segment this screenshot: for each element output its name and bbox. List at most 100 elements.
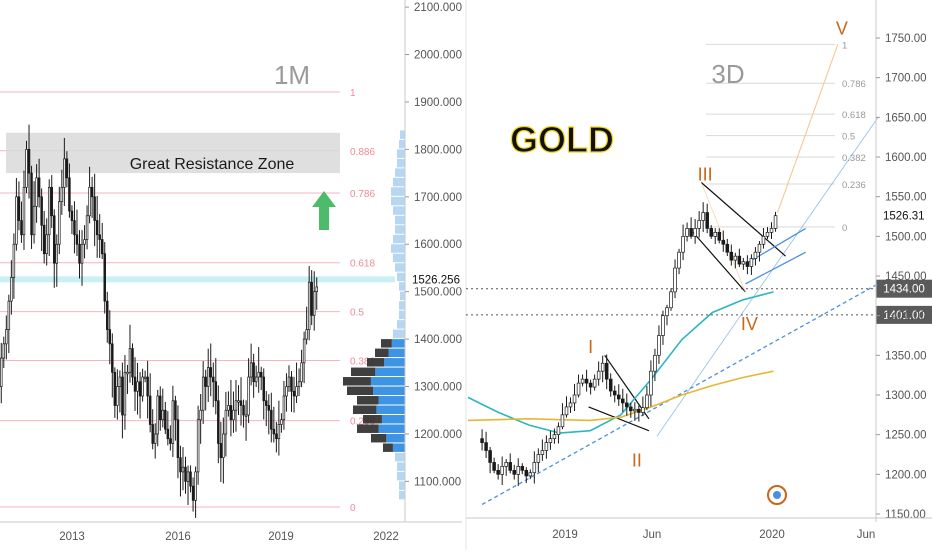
candle-body (113, 371, 117, 406)
volume-bar (391, 339, 405, 348)
candle-body (138, 381, 142, 397)
candle-body (500, 466, 504, 475)
candle-body (32, 205, 36, 236)
candle-body (209, 367, 212, 378)
right-panel: 1 0.786 0.618 0.5 0.382 0.236 0 1434.00 1401.00… (465, 0, 932, 550)
candle-body (98, 234, 101, 240)
volume-bar (393, 253, 405, 263)
support-trendline (481, 283, 879, 506)
volume-bar (393, 329, 405, 339)
candle-body (280, 419, 283, 425)
candle-body (53, 215, 56, 264)
right-x-axis: 2019 Jun 2020 Jun (552, 529, 875, 541)
volume-bar (383, 443, 393, 452)
candle-body (22, 186, 26, 236)
y-tick-label: 1700.00 (885, 73, 927, 85)
channel-line (656, 117, 879, 437)
candle-body (108, 329, 112, 345)
y-tick-label: 2000.000 (414, 50, 462, 62)
candle-body (45, 234, 48, 255)
fib-label: 0.618 (842, 110, 866, 121)
candle-body (689, 228, 693, 237)
fib-label: 0.236 (350, 417, 375, 428)
candle-body (184, 466, 187, 482)
candle-body (580, 378, 585, 384)
volume-bar (397, 272, 405, 282)
candle-body (252, 362, 255, 383)
candle-body (287, 376, 291, 387)
candle-body (249, 362, 253, 378)
candle-body (480, 438, 484, 443)
volume-bar (395, 263, 405, 272)
candle-body (657, 335, 661, 356)
candle-body (189, 471, 192, 487)
channel-line (745, 251, 806, 285)
candle-body (749, 258, 754, 267)
candle-body (194, 471, 197, 501)
volume-bar (388, 348, 405, 358)
volume-bar (386, 433, 405, 443)
candle-body (164, 409, 167, 430)
candle-body (733, 255, 738, 261)
candle-body (713, 232, 717, 237)
candle-body (673, 267, 677, 293)
left-x-axis: 2013 2016 2019 2022 (59, 531, 399, 543)
candle-body (312, 291, 316, 316)
candle-body (685, 228, 689, 237)
candle-body (75, 234, 79, 245)
y-tick-label: 1800.000 (414, 144, 462, 156)
volume-bar (376, 405, 405, 414)
candle-body (227, 405, 230, 411)
candle-body (265, 400, 268, 406)
left-volume-profile (343, 130, 405, 500)
candle-body (576, 382, 581, 396)
volume-bar (381, 414, 405, 424)
right-fib-levels: 1 0.786 0.618 0.5 0.382 0.236 0 (706, 40, 866, 234)
candle-body (10, 277, 13, 302)
volume-bar (363, 414, 382, 424)
wave-label: V (836, 18, 848, 38)
x-tick-label: 2019 (268, 531, 294, 543)
candle-body (277, 424, 281, 440)
candle-body (146, 376, 149, 397)
left-panel: 1 0.886 0.786 0.618 0.5 0.382 0.236 0 Great Res… (0, 0, 405, 522)
candle-body (186, 471, 190, 482)
y-tick-label: 1550.00 (885, 192, 927, 204)
candle-body (633, 408, 637, 412)
candle-body (661, 315, 665, 336)
candle-body (616, 394, 621, 400)
volume-bar (399, 301, 405, 310)
candle-body (697, 220, 701, 229)
candle-body (300, 362, 303, 383)
candle-body (239, 400, 243, 406)
candle-body (653, 354, 657, 372)
candle-body (272, 428, 276, 435)
candle-body (123, 371, 127, 416)
candle-body (307, 281, 311, 330)
candle-body (492, 462, 496, 471)
fib-label: 0.886 (350, 147, 375, 158)
candle-body (65, 158, 69, 179)
volume-bar (399, 282, 405, 291)
candle-body (745, 261, 750, 267)
volume-bar (381, 339, 392, 348)
candle-body (757, 243, 762, 253)
candle-body (244, 414, 248, 417)
candle-body (608, 378, 613, 392)
price-level-box (876, 279, 932, 298)
candle-body (68, 177, 71, 212)
last-price-box (407, 271, 463, 288)
candle-body (55, 243, 59, 264)
candle-body (229, 405, 233, 421)
candle-body (665, 307, 669, 317)
candle-body (7, 300, 11, 330)
resistance-zone (6, 132, 340, 174)
candle-body (116, 386, 119, 406)
candle-body (588, 382, 593, 388)
volume-bar (353, 405, 377, 414)
candle-body (761, 235, 766, 245)
right-horizontal-levels: 1434.00 1401.00 (466, 279, 932, 324)
candle-body (568, 402, 573, 408)
last-price-box (877, 207, 931, 224)
